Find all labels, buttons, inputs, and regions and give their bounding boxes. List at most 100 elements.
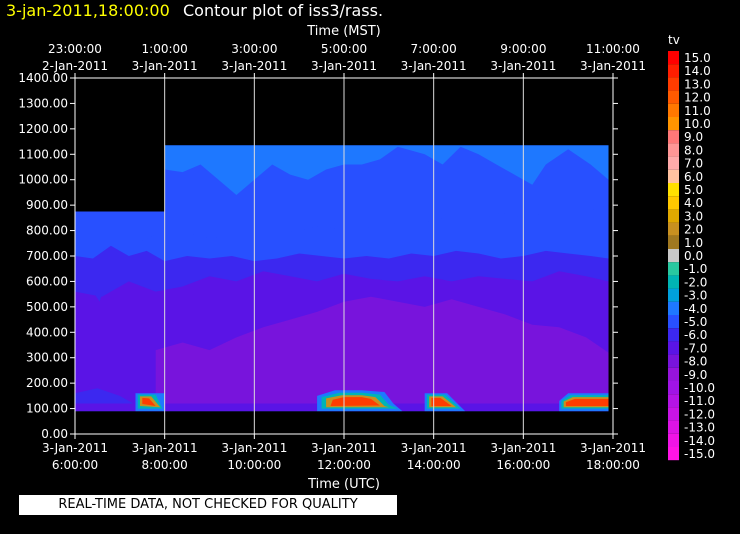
colorbar-label: -6.0 (684, 328, 707, 342)
contour-region-5 (92, 273, 105, 302)
y-tick-label: 1400.00 (18, 71, 68, 85)
y-tick-label: 1300.00 (18, 96, 68, 110)
colorbar-label: 6.0 (684, 170, 703, 184)
top-tick-date: 2-Jan-2011 (42, 59, 108, 73)
contour-region-6 (75, 388, 134, 404)
colorbar-swatch (668, 143, 679, 157)
colorbar-swatch (668, 169, 679, 183)
colorbar-swatch (668, 301, 679, 315)
bottom-tick-date: 3-Jan-2011 (401, 441, 467, 455)
colorbar-label: 3.0 (684, 209, 703, 223)
colorbar-label: 1.0 (684, 236, 703, 250)
bottom-tick-time: 8:00:00 (142, 458, 188, 472)
y-tick-label: 200.00 (26, 376, 68, 390)
colorbar-label: -5.0 (684, 315, 707, 329)
colorbar-swatch (668, 235, 679, 249)
contour-region-10 (142, 397, 156, 406)
colorbar-swatch (668, 381, 679, 395)
colorbar-label: 0.0 (684, 249, 703, 263)
bottom-tick-date: 3-Jan-2011 (132, 441, 198, 455)
contour-region-4 (155, 296, 609, 404)
bottom-axis-label: Time (UTC) (307, 477, 380, 492)
top-tick-time: 5:00:00 (321, 42, 367, 56)
colorbar-swatch (668, 77, 679, 91)
top-tick-date: 3-Jan-2011 (580, 59, 646, 73)
colorbar-swatch (668, 222, 679, 236)
colorbar-label: -15.0 (684, 447, 715, 461)
colorbar-label: 11.0 (684, 104, 711, 118)
contour-region-22 (565, 398, 609, 406)
colorbar-swatch (668, 249, 679, 263)
bottom-tick-date: 3-Jan-2011 (311, 441, 377, 455)
colorbar-label: -4.0 (684, 302, 707, 316)
bottom-tick-time: 6:00:00 (52, 458, 98, 472)
colorbar-label: 15.0 (684, 51, 711, 65)
colorbar-title: tv (668, 33, 680, 47)
colorbar-swatch (668, 183, 679, 197)
colorbar-label: 13.0 (684, 77, 711, 91)
colorbar-swatch (668, 328, 679, 342)
colorbar-label: 4.0 (684, 196, 703, 210)
colorbar-label: -1.0 (684, 262, 707, 276)
colorbar-swatch (668, 262, 679, 276)
bottom-tick-time: 18:00:00 (586, 458, 640, 472)
y-tick-label: 500.00 (26, 300, 68, 314)
bottom-tick-time: 14:00:00 (407, 458, 461, 472)
colorbar-label: -14.0 (684, 434, 715, 448)
bottom-tick-date: 3-Jan-2011 (490, 441, 556, 455)
colorbar-label: 2.0 (684, 223, 703, 237)
colorbar-label: -3.0 (684, 289, 707, 303)
y-tick-label: 900.00 (26, 198, 68, 212)
colorbar-label: -13.0 (684, 421, 715, 435)
colorbar-swatch (668, 64, 679, 78)
colorbar: 15.014.013.012.011.010.09.08.07.06.05.04… (668, 51, 715, 461)
top-tick-date: 3-Jan-2011 (490, 59, 556, 73)
y-tick-label: 600.00 (26, 274, 68, 288)
bottom-tick-date: 3-Jan-2011 (221, 441, 287, 455)
y-tick-label: 300.00 (26, 351, 68, 365)
top-tick-date: 3-Jan-2011 (221, 59, 287, 73)
colorbar-label: -12.0 (684, 407, 715, 421)
top-axis-label: Time (MST) (306, 24, 381, 39)
contour-region-0 (75, 145, 609, 254)
colorbar-label: -10.0 (684, 381, 715, 395)
y-tick-label: 1200.00 (18, 122, 68, 136)
bottom-tick-time: 10:00:00 (227, 458, 281, 472)
bottom-tick-date: 3-Jan-2011 (42, 441, 108, 455)
bottom-tick-time: 16:00:00 (496, 458, 550, 472)
colorbar-label: -8.0 (684, 355, 707, 369)
colorbar-label: 12.0 (684, 91, 711, 105)
quality-warning-note: REAL-TIME DATA, NOT CHECKED FOR QUALITY (19, 495, 397, 515)
y-tick-label: 400.00 (26, 325, 68, 339)
plot-date-label: 3-jan-2011,18:00:00 (6, 1, 170, 20)
colorbar-swatch (668, 354, 679, 368)
colorbar-swatch (668, 367, 679, 381)
top-tick-time: 9:00:00 (500, 42, 546, 56)
colorbar-swatch (668, 275, 679, 289)
colorbar-swatch (668, 420, 679, 434)
colorbar-swatch (668, 394, 679, 408)
colorbar-label: 14.0 (684, 64, 711, 78)
colorbar-swatch (668, 288, 679, 302)
colorbar-swatch (668, 447, 679, 461)
bottom-tick-date: 3-Jan-2011 (580, 441, 646, 455)
y-tick-label: 0.00 (41, 427, 68, 441)
colorbar-swatch (668, 407, 679, 421)
colorbar-label: -9.0 (684, 368, 707, 382)
colorbar-swatch (668, 315, 679, 329)
top-tick-date: 3-Jan-2011 (401, 59, 467, 73)
colorbar-label: -11.0 (684, 394, 715, 408)
colorbar-label: 7.0 (684, 157, 703, 171)
plot-title: Contour plot of iss3/rass. (183, 1, 384, 20)
top-tick-time: 23:00:00 (48, 42, 102, 56)
contour-fill-group (75, 145, 609, 412)
colorbar-swatch (668, 341, 679, 355)
colorbar-label: 10.0 (684, 117, 711, 131)
contour-region-18 (431, 397, 452, 406)
colorbar-label: 9.0 (684, 130, 703, 144)
top-tick-time: 1:00:00 (142, 42, 188, 56)
y-tick-label: 1000.00 (18, 173, 68, 187)
top-tick-date: 3-Jan-2011 (311, 59, 377, 73)
